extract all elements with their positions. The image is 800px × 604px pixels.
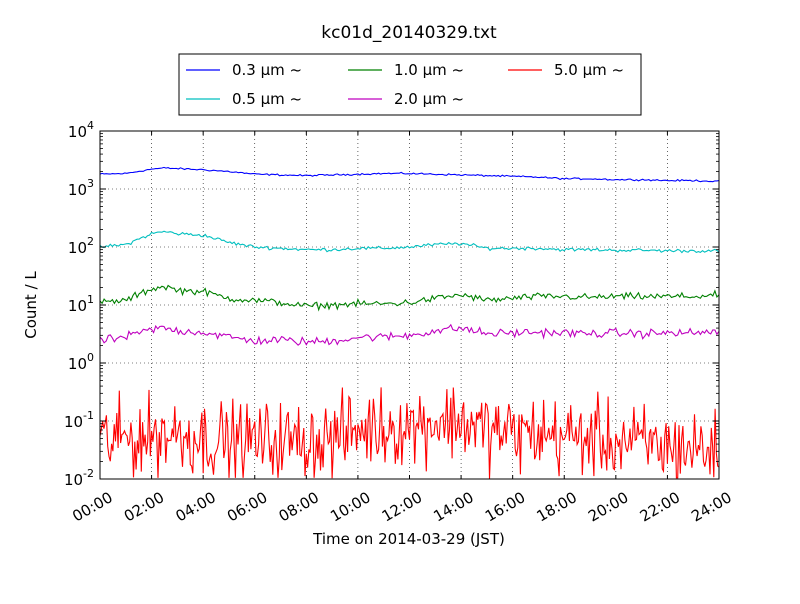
axis-ticks (99, 130, 720, 480)
legend-label: 1.0 μm ~ (394, 61, 464, 79)
y-axis-label: Count / L (22, 271, 40, 339)
series-line (100, 284, 719, 312)
data-series (100, 166, 719, 479)
chart-title: kc01d_20140329.txt (321, 23, 497, 43)
y-tick-label: 104 (68, 119, 94, 141)
y-tick-label: 101 (68, 293, 94, 315)
legend-label: 0.5 μm ~ (232, 90, 302, 108)
plot-area (100, 131, 719, 479)
y-tick-label: 10-2 (64, 467, 94, 489)
legend-label: 5.0 μm ~ (554, 61, 624, 79)
legend-label: 0.3 μm ~ (232, 61, 302, 79)
legend: 0.3 μm ~ 0.5 μm ~ 1.0 μm ~ 2.0 μm ~ 5.0 μm ~ (178, 53, 642, 116)
y-tick-label: 100 (68, 351, 94, 373)
series-line (100, 323, 719, 346)
legend-box (178, 53, 642, 116)
series-line (100, 387, 719, 479)
y-tick-label: 10-1 (64, 409, 94, 431)
y-tick-label: 102 (68, 235, 94, 257)
legend-label: 2.0 μm ~ (394, 90, 464, 108)
series-line (100, 166, 719, 183)
x-axis-label: Time on 2014-03-29 (JST) (312, 530, 505, 548)
series-line (100, 230, 719, 254)
y-tick-label: 103 (68, 177, 94, 199)
y-tick-labels: 10-2 10-1 100 101 102 103 104 (64, 119, 94, 489)
